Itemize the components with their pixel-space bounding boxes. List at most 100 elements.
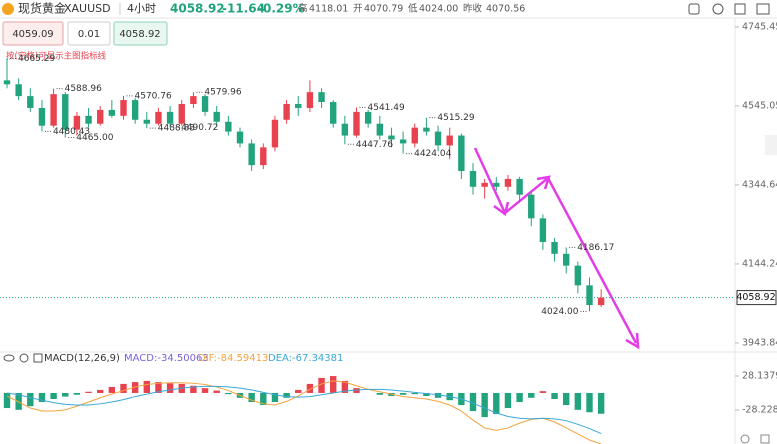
last-price-tag (736, 290, 777, 306)
stat-value: 4070.79 (364, 4, 403, 15)
candle-body (143, 119, 150, 124)
legend-entry: DIF:-84.59413 (198, 353, 268, 364)
stat-value: 4118.01 (309, 4, 348, 15)
candle-body (504, 178, 512, 187)
macd-bar (330, 376, 337, 393)
annotation-label: 4024.00 (541, 307, 578, 317)
change-pct: -0.29% (258, 2, 305, 16)
macd-bar (62, 392, 69, 397)
macd-bar (225, 392, 232, 395)
stat-label: 开 (353, 4, 363, 15)
candle-body (411, 127, 418, 144)
macd-bar (539, 391, 547, 393)
macd-bar (399, 392, 407, 395)
buy-price[interactable]: 4058.92 (119, 29, 160, 40)
macd-bar (201, 388, 209, 393)
indicator-line (6, 385, 602, 435)
candle-body (201, 96, 209, 112)
annotation-label: 4579.96 (204, 88, 241, 98)
candle-body (260, 147, 267, 166)
annotation-label: 4541.49 (368, 103, 405, 113)
arrowhead (493, 201, 510, 217)
candle-body (120, 100, 127, 116)
macd-bar (586, 392, 593, 413)
icon[interactable] (740, 434, 750, 444)
collapse-button[interactable] (765, 135, 777, 155)
macd-bar (306, 383, 314, 393)
candle-body (155, 111, 162, 124)
settings-icons[interactable] (740, 434, 770, 444)
instrument-name[interactable]: 现货黄金 (18, 1, 66, 16)
macd-bar (108, 386, 116, 393)
sell-price[interactable]: 4059.09 (12, 29, 53, 40)
indicator-line (6, 380, 602, 444)
annotation-label: 4186.17 (577, 243, 614, 253)
macd-bar (190, 385, 197, 393)
macd-bar (213, 390, 220, 393)
candle-body (62, 94, 69, 130)
macd-bar (120, 383, 127, 393)
indicator-title: MACD(12,26,9) (44, 353, 120, 364)
candle-body (108, 109, 116, 116)
stat-value: 4070.56 (486, 4, 525, 15)
last-price-label: 4058.92 (736, 292, 775, 303)
macd-bar (493, 392, 500, 415)
timeframe[interactable]: 4小时 (127, 2, 156, 15)
change: -11.64 (222, 2, 265, 16)
icon[interactable] (712, 3, 724, 15)
annotation-label: 4588.96 (65, 84, 102, 94)
macd-bar (469, 392, 477, 412)
toolbar-icons[interactable] (688, 3, 770, 15)
candle-body (458, 135, 465, 172)
candle-body (551, 241, 558, 254)
sell-button[interactable] (2, 21, 64, 46)
icon[interactable] (33, 353, 43, 363)
buy-button[interactable] (113, 21, 168, 46)
legend-entry: DEA:-67.34381 (268, 353, 343, 364)
candle-body (131, 100, 139, 120)
macd-icons[interactable] (3, 353, 43, 363)
macd-bar (283, 392, 290, 398)
icon[interactable] (760, 434, 770, 444)
icon[interactable] (734, 3, 746, 15)
y-tick-label: 4144.24 (742, 258, 777, 269)
candle-body (213, 111, 220, 122)
y-tick-label: 3943.84 (742, 337, 777, 348)
macd-bar (27, 392, 34, 407)
icon[interactable] (3, 354, 15, 362)
annotation-label: 4465.00 (76, 133, 113, 143)
icon[interactable] (688, 3, 700, 15)
macd-bar (318, 377, 325, 393)
macd-bar (563, 392, 570, 406)
macd-bar (434, 392, 442, 398)
lot-input[interactable] (67, 21, 111, 46)
candle-body (563, 253, 570, 266)
macd-bar (411, 392, 418, 395)
macd-bar (574, 392, 582, 410)
candle-body (295, 104, 302, 108)
stat-label: 昨收 (463, 3, 483, 15)
candle-body (225, 121, 232, 132)
candle-body (539, 218, 547, 242)
lot-size[interactable]: 0.01 (78, 29, 100, 40)
candle-body (3, 80, 11, 85)
macd-bar (551, 392, 558, 399)
y-tick-label: 4344.64 (742, 179, 777, 190)
annotation-label: 4447.76 (356, 140, 393, 150)
candle-body (574, 265, 582, 286)
y-tick-label: 4745.45 (742, 21, 777, 32)
logo (2, 3, 14, 15)
annotation-label: 4515.29 (437, 113, 474, 123)
candle-body (27, 96, 34, 108)
price: 4058.92 (170, 2, 225, 16)
candle-body (306, 92, 314, 108)
stat-value: 4024.00 (419, 4, 458, 15)
arrowhead (625, 332, 640, 350)
macd-bar (423, 392, 430, 396)
icon[interactable] (19, 353, 29, 363)
candle-body (446, 135, 453, 146)
icon[interactable] (756, 3, 770, 15)
macd-bar (528, 392, 535, 398)
y-tick-label: -28.22808 (742, 404, 777, 415)
candle-body (248, 143, 255, 166)
